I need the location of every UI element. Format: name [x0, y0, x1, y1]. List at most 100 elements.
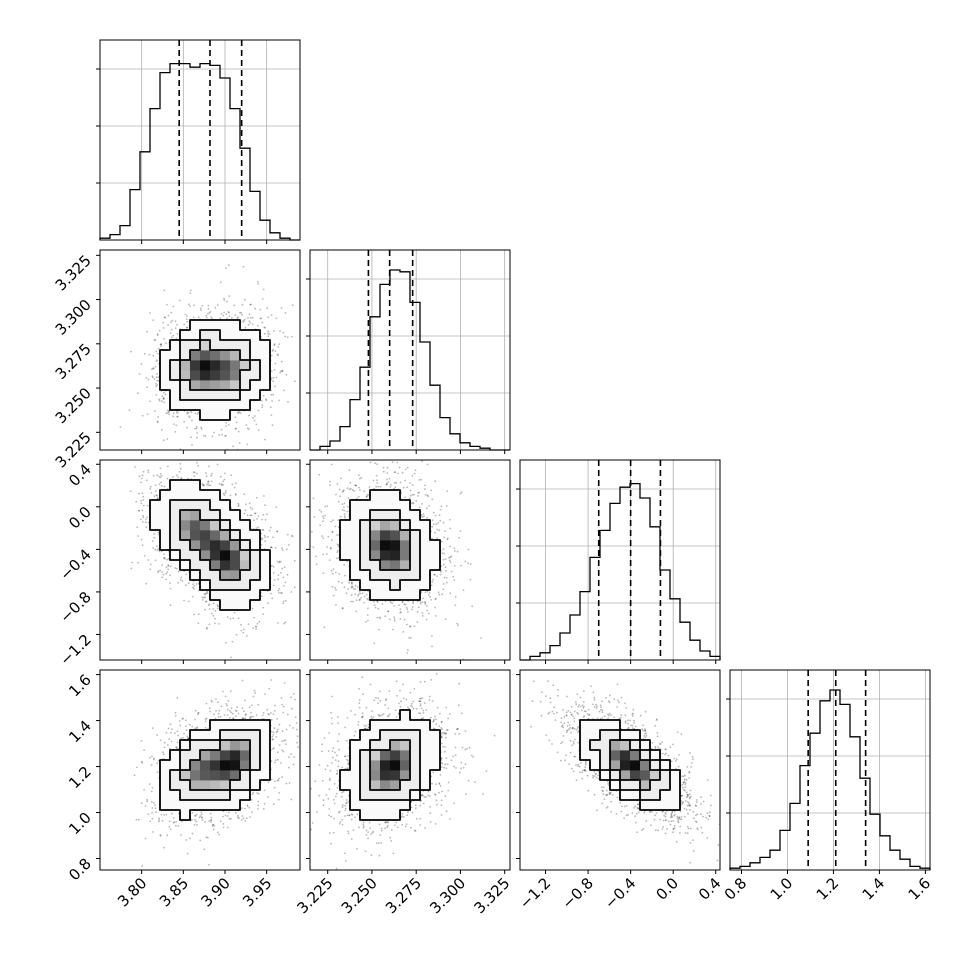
scatter-point: [186, 326, 188, 329]
scatter-point: [208, 484, 210, 487]
scatter-point: [165, 572, 167, 575]
scatter-point: [422, 597, 425, 600]
density-fill-cell: [220, 400, 231, 411]
scatter-point: [279, 330, 281, 332]
scatter-point: [262, 394, 265, 397]
scatter-point: [406, 486, 409, 489]
scatter-point: [247, 323, 250, 326]
scatter-point: [255, 628, 257, 630]
scatter-point: [446, 538, 449, 541]
scatter-point: [342, 490, 345, 492]
scatter-point: [307, 561, 309, 563]
scatter-point: [424, 484, 426, 487]
scatter-point: [167, 314, 170, 317]
scatter-point: [165, 566, 168, 568]
density-fill-cell: [170, 550, 181, 561]
scatter-point: [352, 587, 355, 590]
scatter-point: [332, 568, 335, 571]
scatter-point: [225, 422, 227, 424]
scatter-point: [359, 598, 361, 601]
scatter-point: [431, 498, 434, 501]
scatter-point: [401, 600, 404, 603]
scatter-point: [191, 444, 193, 446]
scatter-point: [449, 545, 451, 548]
scatter-point: [318, 509, 321, 511]
scatter-point: [443, 552, 446, 555]
scatter-point: [155, 385, 157, 388]
scatter-point: [137, 392, 139, 395]
scatter-point: [278, 592, 280, 594]
scatter-point: [216, 463, 219, 466]
density-histogram-cell: [180, 360, 191, 371]
density-fill-cell: [200, 580, 211, 591]
scatter-point: [155, 394, 158, 396]
scatter-point: [267, 332, 269, 335]
scatter-point: [444, 566, 447, 568]
scatter-point: [459, 530, 462, 532]
density-fill-cell: [160, 530, 171, 541]
scatter-point: [237, 505, 240, 507]
scatter-point: [166, 411, 169, 414]
density-fill-cell: [240, 590, 251, 601]
scatter-point: [158, 329, 161, 332]
scatter-point: [233, 486, 236, 489]
scatter-point: [469, 563, 472, 565]
y-tick-label: 3.325: [52, 251, 95, 294]
scatter-point: [240, 312, 243, 314]
scatter-point: [214, 306, 217, 309]
scatter-point: [322, 572, 325, 574]
scatter-point: [330, 520, 333, 523]
density-fill-cell: [170, 500, 181, 511]
scatter-point: [330, 570, 333, 572]
scatter-point: [206, 483, 208, 486]
scatter-point: [246, 443, 249, 446]
scatter-point: [417, 495, 419, 497]
scatter-point: [356, 497, 358, 500]
scatter-point: [363, 490, 366, 493]
scatter-point: [277, 354, 279, 356]
scatter-point: [436, 537, 439, 539]
scatter-point: [234, 427, 237, 430]
density-fill-cell: [170, 360, 181, 371]
scatter-point: [149, 568, 152, 571]
density-fill-cell: [190, 340, 201, 351]
density-histogram-cell: [190, 350, 201, 361]
density-fill-cell: [170, 520, 181, 531]
scatter-point: [420, 591, 423, 594]
scatter-point: [170, 336, 173, 339]
scatter-point: [169, 574, 171, 577]
scatter-point: [222, 314, 224, 317]
scatter-point: [421, 516, 424, 518]
scatter-point: [205, 600, 208, 603]
scatter-point: [275, 317, 278, 320]
scatter-point: [425, 618, 428, 621]
scatter-point: [190, 436, 192, 439]
scatter-point: [376, 481, 379, 484]
scatter-point: [378, 628, 381, 631]
scatter-point: [409, 625, 412, 628]
scatter-point: [284, 599, 287, 602]
scatter-point: [232, 445, 235, 448]
density-histogram-cell: [200, 360, 211, 371]
density-fill-cell: [150, 510, 161, 521]
scatter-point: [430, 584, 433, 587]
scatter-point: [279, 371, 281, 374]
scatter-point: [456, 622, 459, 625]
density-histogram-cell: [220, 370, 231, 381]
scatter-point: [169, 582, 171, 584]
density-fill-cell: [200, 390, 211, 401]
scatter-point: [267, 335, 270, 338]
scatter-point: [349, 481, 352, 484]
scatter-point: [153, 378, 156, 380]
density-fill-cell: [220, 580, 231, 591]
scatter-point: [200, 309, 202, 311]
scatter-point: [293, 586, 296, 589]
scatter-point: [223, 450, 225, 452]
scatter-point: [150, 492, 153, 494]
scatter-point: [137, 561, 140, 564]
scatter-point: [449, 518, 451, 521]
scatter-point: [149, 485, 152, 488]
scatter-point: [165, 412, 168, 415]
panel-frame: [99, 39, 301, 241]
density-histogram-cell: [210, 370, 221, 381]
